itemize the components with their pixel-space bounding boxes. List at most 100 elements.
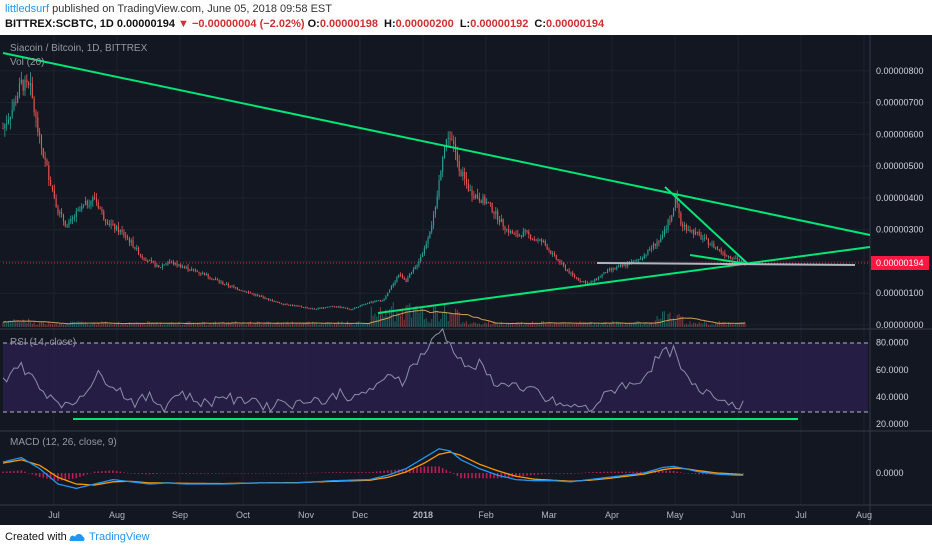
- volume-bar: [601, 323, 603, 327]
- candle-body: [99, 207, 101, 210]
- volume-bar: [216, 324, 218, 327]
- candle-body: [409, 274, 411, 278]
- candle-body: [480, 200, 482, 203]
- candle-body: [308, 308, 310, 310]
- candle-body: [700, 234, 702, 239]
- candle-body: [187, 266, 189, 270]
- candle-body: [29, 83, 32, 86]
- histogram-bar: [551, 473, 554, 474]
- histogram-bar: [555, 473, 558, 474]
- candle-body: [487, 202, 490, 204]
- candle-body: [453, 140, 455, 144]
- candle-body: [442, 157, 444, 172]
- volume-bar: [530, 322, 532, 327]
- candle-body: [506, 229, 508, 231]
- volume-bar: [614, 324, 616, 327]
- candle-body: [390, 286, 392, 290]
- histogram-bar: [284, 473, 286, 474]
- candle-body: [337, 306, 339, 308]
- candle-body: [497, 211, 499, 221]
- volume-bar: [345, 324, 347, 327]
- candle-body: [385, 296, 387, 300]
- histogram-bar: [185, 473, 188, 474]
- candle-body: [608, 268, 610, 270]
- author-link[interactable]: littledsurf: [5, 3, 50, 15]
- symbol-label: BITTREX:SCBTC, 1D: [5, 18, 114, 30]
- candle-body: [183, 266, 185, 268]
- volume-bar: [123, 324, 125, 327]
- histogram-bar: [610, 471, 613, 473]
- volume-bar: [680, 316, 682, 327]
- volume-bar: [310, 324, 312, 327]
- histogram-bar: [130, 473, 133, 474]
- volume-bar: [246, 324, 248, 327]
- price-badge-value: 0.00000194: [876, 258, 924, 268]
- volume-bar: [61, 323, 63, 327]
- candle-body: [145, 259, 147, 261]
- histogram-bar: [548, 473, 550, 474]
- candle-body: [273, 301, 275, 303]
- candle-body: [482, 196, 484, 203]
- volume-bar: [519, 323, 521, 327]
- volume-bar: [53, 324, 55, 327]
- histogram-bar: [2, 471, 4, 473]
- candle-body: [11, 109, 13, 117]
- chart-area[interactable]: Siacoin / Bitcoin, 1D, BITTREX Vol (20) …: [0, 35, 932, 525]
- candle-body: [517, 234, 519, 237]
- candle-body: [121, 230, 123, 232]
- volume-bar: [222, 321, 224, 327]
- candle-body: [476, 194, 479, 199]
- candle-body: [467, 183, 469, 191]
- volume-bar: [427, 321, 429, 327]
- candle-body: [205, 274, 207, 276]
- volume-bar: [498, 324, 501, 327]
- histogram-bar: [581, 472, 583, 474]
- candle-body: [224, 284, 226, 286]
- volume-bar: [293, 324, 295, 327]
- candle-body: [425, 243, 427, 249]
- candle-body: [705, 237, 708, 239]
- candle-body: [15, 101, 17, 103]
- candle-body: [495, 211, 497, 215]
- price-tick-label: 0.00000400: [876, 193, 924, 203]
- tradingview-link[interactable]: TradingView: [89, 531, 150, 543]
- candle-body: [665, 229, 667, 231]
- candle-body: [698, 232, 700, 235]
- candle-body: [577, 277, 579, 281]
- candle-body: [592, 281, 594, 283]
- price-tick-label: 0.00000000: [876, 320, 924, 330]
- volume-bar: [238, 324, 240, 327]
- candle-body: [95, 198, 97, 203]
- candle-body: [440, 171, 442, 181]
- volume-bar: [524, 323, 526, 327]
- volume-bar: [156, 322, 158, 327]
- volume-bar: [275, 323, 277, 327]
- histogram-bar: [617, 471, 620, 473]
- histogram-bar: [577, 473, 580, 474]
- volume-bar: [220, 324, 222, 327]
- histogram-bar: [218, 473, 220, 474]
- volume-bar: [357, 321, 359, 327]
- rsi-tick-label: 40.0000: [876, 392, 909, 402]
- histogram-bar: [419, 466, 422, 473]
- histogram-bar: [203, 473, 206, 474]
- time-tick-label: Apr: [605, 510, 619, 520]
- candle-body: [367, 303, 369, 305]
- volume-bar: [290, 324, 292, 327]
- volume-bar: [236, 323, 239, 327]
- candle-body: [683, 225, 686, 227]
- symbol-bar: BITTREX:SCBTC, 1D 0.00000194 ▼ −0.000000…: [5, 18, 607, 30]
- candle-body: [211, 278, 213, 280]
- price-chart[interactable]: Siacoin / Bitcoin, 1D, BITTREX Vol (20) …: [0, 35, 932, 525]
- candle-body: [374, 300, 376, 303]
- candle-body: [689, 229, 691, 232]
- histogram-bar: [27, 473, 30, 474]
- candle-body: [460, 170, 462, 177]
- time-tick-label: Feb: [478, 510, 494, 520]
- candle-body: [539, 239, 541, 241]
- histogram-bar: [42, 473, 45, 478]
- candle-body: [398, 274, 400, 278]
- volume-bar: [535, 323, 537, 327]
- candle-body: [724, 253, 726, 256]
- volume-bar: [81, 321, 83, 327]
